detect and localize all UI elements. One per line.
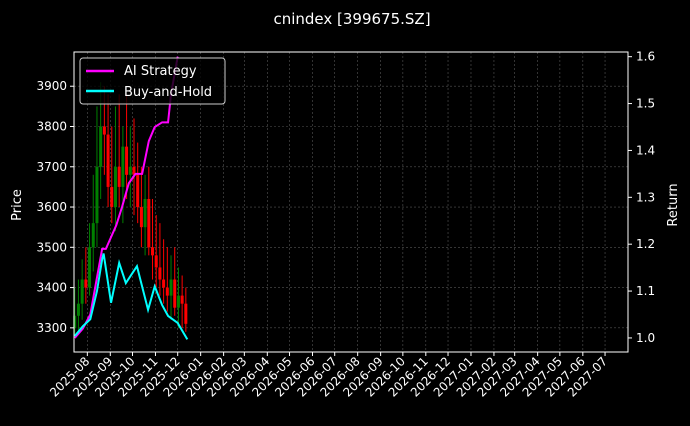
right-tick-label: 1.4 <box>636 143 655 157</box>
candle-body <box>139 207 143 228</box>
candle-body <box>102 126 106 135</box>
candle-body <box>151 247 155 256</box>
left-axis-label: Price <box>10 189 25 221</box>
candle-body <box>176 295 180 308</box>
legend-label-ai-strategy: AI Strategy <box>124 64 197 79</box>
candle-body <box>143 198 147 228</box>
candle-body <box>147 198 151 248</box>
candle-body <box>106 134 110 187</box>
x-axis: 2025-082025-092025-102025-112025-122026-… <box>47 352 610 400</box>
candle-body <box>110 186 114 208</box>
right-tick-label: 1.1 <box>636 284 655 298</box>
left-tick-label: 3900 <box>36 79 67 93</box>
series-line-ai-strategy <box>73 56 179 339</box>
candle-body <box>184 303 188 324</box>
right-tick-label: 1.6 <box>636 50 655 64</box>
candle-body <box>113 166 117 208</box>
right-tick-label: 1.0 <box>636 331 655 345</box>
candle-body <box>154 255 158 268</box>
right-axis: 1.0 1.1 1.2 1.3 1.4 1.5 1.6 <box>628 50 655 345</box>
series-lines <box>73 56 189 340</box>
candle-body <box>180 295 184 304</box>
candle-body <box>95 166 99 224</box>
chart-title: cnindex [399675.SZ] <box>273 10 430 28</box>
candle-body <box>76 303 80 316</box>
right-tick-label: 1.3 <box>636 190 655 204</box>
candle-body <box>91 223 95 248</box>
legend-label-buy-and-hold: Buy-and-Hold <box>124 85 212 100</box>
candle-body <box>136 174 140 208</box>
candle-body <box>125 146 129 175</box>
candle-body <box>132 166 136 175</box>
plot-frame <box>73 51 629 353</box>
legend-box <box>79 57 226 105</box>
candle-body <box>121 146 125 187</box>
left-tick-label: 3400 <box>36 281 67 295</box>
right-tick-label: 1.2 <box>636 237 655 251</box>
right-axis-label: Return <box>666 183 681 226</box>
candle-body <box>158 267 162 280</box>
candle-body <box>80 279 84 304</box>
candle-body <box>162 279 166 288</box>
candle-body <box>117 166 121 187</box>
candle-body <box>88 247 92 288</box>
left-tick-label: 3700 <box>36 160 67 174</box>
candle-body <box>128 166 132 175</box>
candle-body <box>99 126 103 167</box>
left-tick-label: 3600 <box>36 200 67 214</box>
left-tick-label: 3500 <box>36 240 67 254</box>
candle-body <box>173 279 177 308</box>
candle-body <box>73 315 77 328</box>
series-line-buy-and-hold <box>73 253 189 340</box>
right-tick-label: 1.5 <box>636 97 655 111</box>
left-axis: 3300 3400 3500 3600 3700 3800 3900 <box>36 79 74 335</box>
candle-body <box>169 279 173 296</box>
candle-body <box>84 279 88 288</box>
left-tick-label: 3300 <box>36 321 67 335</box>
candles <box>73 82 188 336</box>
legend: AI Strategy Buy-and-Hold <box>79 57 226 105</box>
left-tick-label: 3800 <box>36 119 67 133</box>
candle-body <box>165 287 169 296</box>
